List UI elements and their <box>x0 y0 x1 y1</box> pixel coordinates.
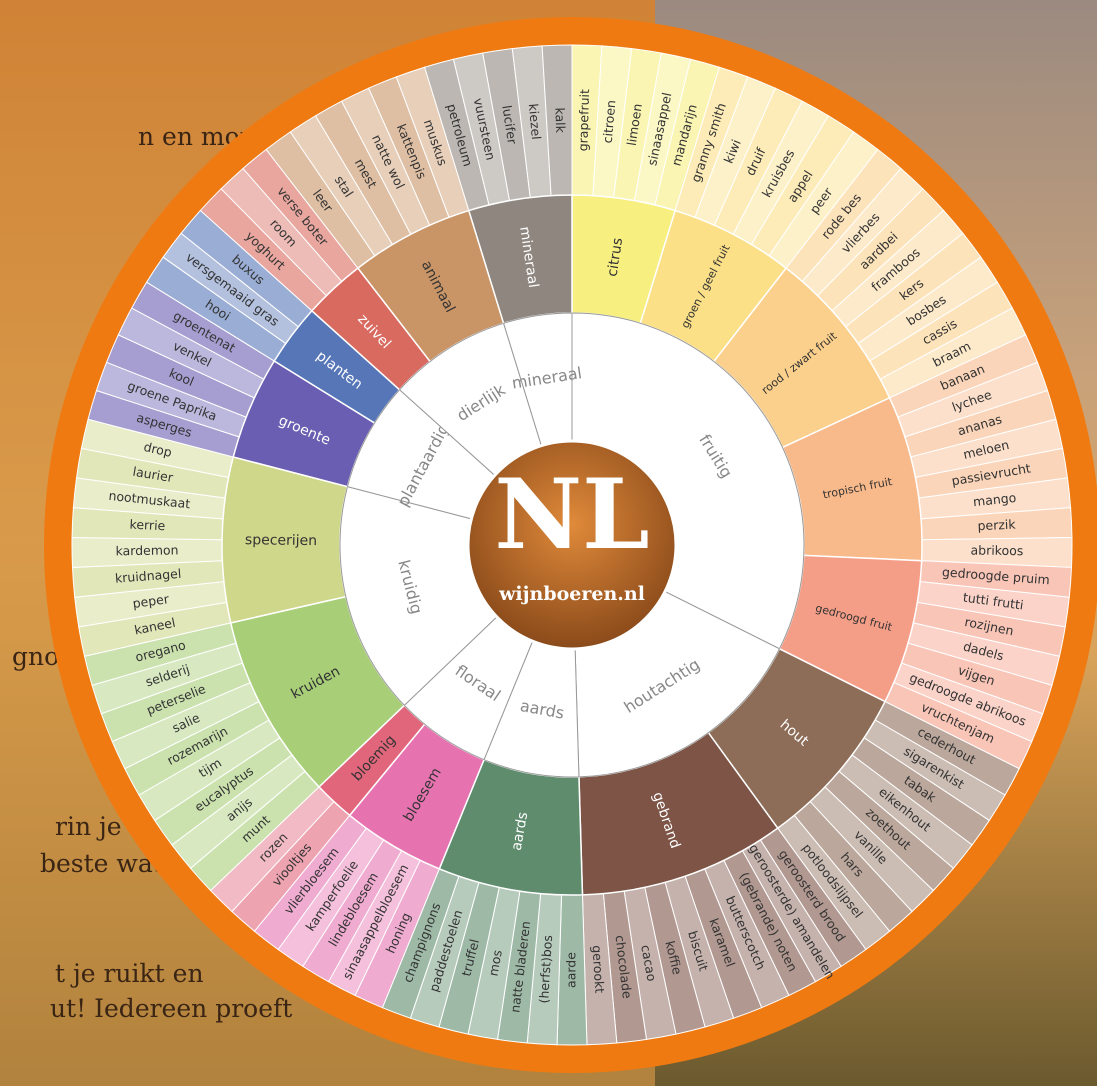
group-label: specerijen <box>245 532 317 549</box>
descriptor-label: aarde <box>564 952 579 988</box>
descriptor-label: abrikoos <box>970 542 1023 558</box>
descriptor-label: kerrie <box>129 517 166 534</box>
background-text: ut! Iedereen proeft <box>50 994 292 1023</box>
aroma-wheel: n en mond.gnonrin jebeste wat jet je rui… <box>0 0 1097 1086</box>
descriptor-label: perzik <box>977 517 1016 534</box>
background-text: t je ruikt en <box>55 959 204 988</box>
descriptor-label: kalk <box>552 107 568 134</box>
background-text: rin je <box>55 812 122 841</box>
page: n en mond.gnonrin jebeste wat jet je rui… <box>0 0 1097 1086</box>
logo-title: NL <box>494 458 649 571</box>
descriptor-label: gerookt <box>589 945 607 994</box>
logo-url: wijnboeren.nl <box>498 583 645 605</box>
descriptor-label: grapefruit <box>575 89 592 152</box>
descriptor-label: kardemon <box>115 542 178 558</box>
